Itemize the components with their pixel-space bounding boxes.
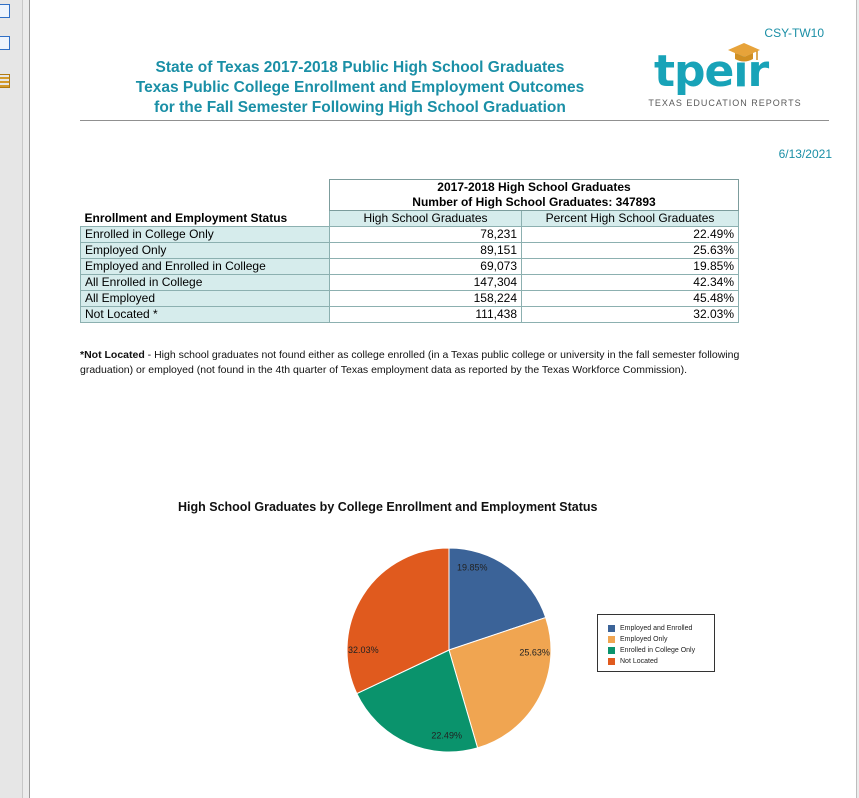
pie-slice-enrolled-in-college-only — [356, 649, 479, 753]
title-line-1: State of Texas 2017-2018 Public High Sch… — [155, 59, 565, 76]
group-header-line-1: 2017-2018 High School Graduates — [437, 180, 631, 194]
table-row: Employed and Enrolled in College 69,073 … — [80, 258, 739, 275]
row-count: 111,438 — [329, 306, 522, 323]
status-column-header: Enrollment and Employment Status — [84, 211, 288, 225]
pie-slice-label: 25.63% — [519, 648, 550, 658]
chart-legend: Employed and Enrolled Employed Only Enroll… — [597, 614, 715, 672]
legend-item: Not Located — [608, 656, 714, 667]
outcomes-table: 2017-2018 High School Graduates Number o… — [80, 179, 739, 323]
row-label: Enrolled in College Only — [80, 226, 330, 243]
pie-slice-employed-only — [448, 616, 552, 749]
row-percent: 42.34% — [521, 274, 739, 291]
table-corner — [81, 180, 330, 211]
legend-label: Employed Only — [620, 636, 668, 643]
table-row: Not Located * 111,438 32.03% — [80, 306, 739, 323]
row-label: Not Located * — [80, 306, 330, 323]
row-count: 158,224 — [329, 290, 522, 307]
legend-swatch — [608, 647, 615, 654]
tpeir-logo: tpeir TEXAS EDUCATION REPORTS — [640, 43, 810, 112]
table-row: All Enrolled in College 147,304 42.34% — [80, 274, 739, 291]
table-row: Employed Only 89,151 25.63% — [80, 242, 739, 259]
row-count: 78,231 — [329, 226, 522, 243]
footnote-term: *Not Located — [80, 349, 145, 361]
report-date: 6/13/2021 — [778, 147, 832, 161]
pie-chart: 19.85% 25.63% 22.49% 32.03% — [346, 547, 552, 753]
report-page: CSY-TW10 State of Texas 2017-2018 Public… — [29, 0, 857, 798]
legend-item: Enrolled in College Only — [608, 645, 714, 656]
bookmark-icon[interactable] — [0, 36, 10, 50]
layers-icon[interactable] — [0, 74, 10, 88]
pie-slice-label: 32.03% — [348, 645, 379, 655]
legend-swatch — [608, 625, 615, 632]
title-line-2: Texas Public College Enrollment and Empl… — [135, 79, 585, 96]
row-label: Employed and Enrolled in College — [80, 258, 330, 275]
legend-label: Not Located — [620, 658, 658, 665]
group-header: 2017-2018 High School Graduates Number o… — [329, 179, 739, 211]
legend-swatch — [608, 636, 615, 643]
row-percent: 32.03% — [521, 306, 739, 323]
logo-subtitle: TEXAS EDUCATION REPORTS — [648, 98, 802, 108]
footnote: *Not Located - High school graduates not… — [80, 348, 740, 378]
pie-slice-label: 22.49% — [431, 731, 462, 741]
group-header-line-2: Number of High School Graduates: 347893 — [412, 195, 656, 209]
row-count: 69,073 — [329, 258, 522, 275]
row-label: All Employed — [80, 290, 330, 307]
row-percent: 22.49% — [521, 226, 739, 243]
percent-column-header: Percent High School Graduates — [521, 210, 739, 227]
viewer-left-rail — [0, 0, 23, 798]
row-percent: 45.48% — [521, 290, 739, 307]
report-code: CSY-TW10 — [764, 26, 824, 40]
pie-slice-employed-and-enrolled — [448, 547, 547, 651]
row-percent: 19.85% — [521, 258, 739, 275]
legend-label: Employed and Enrolled — [620, 625, 693, 632]
row-label: Employed Only — [80, 242, 330, 259]
table-row: All Employed 158,224 45.48% — [80, 290, 739, 307]
count-column-header: High School Graduates — [329, 210, 522, 227]
pie-slice-label: 19.85% — [457, 563, 488, 573]
legend-item: Employed and Enrolled — [608, 623, 714, 634]
chart-title: High School Graduates by College Enrollm… — [178, 500, 598, 514]
page-thumbnail-icon[interactable] — [0, 4, 10, 18]
legend-label: Enrolled in College Only — [620, 647, 696, 654]
row-count: 89,151 — [329, 242, 522, 259]
table-row: Enrolled in College Only 78,231 22.49% — [80, 226, 739, 243]
legend-item: Employed Only — [608, 634, 714, 645]
footnote-text: - High school graduates not found either… — [80, 349, 740, 376]
title-line-3: for the Fall Semester Following High Sch… — [154, 99, 566, 116]
report-title: State of Texas 2017-2018 Public High Sch… — [110, 58, 610, 118]
row-percent: 25.63% — [521, 242, 739, 259]
pie-slice-not-located — [346, 547, 450, 695]
header-divider — [80, 120, 829, 121]
graduation-cap-icon — [728, 43, 760, 62]
row-label: All Enrolled in College — [80, 274, 330, 291]
row-count: 147,304 — [329, 274, 522, 291]
legend-swatch — [608, 658, 615, 665]
